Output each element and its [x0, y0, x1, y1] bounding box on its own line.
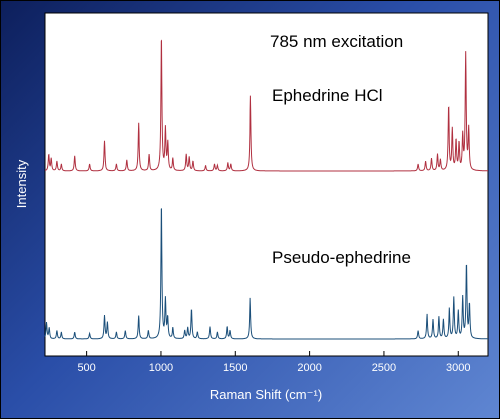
x-tick-label: 1500 [223, 362, 247, 374]
x-tick-label: 1000 [149, 362, 173, 374]
plot-area [44, 12, 489, 357]
x-tick-label: 2000 [297, 362, 321, 374]
x-axis-title: Raman Shift (cm⁻¹) [210, 387, 322, 402]
y-axis-title: Intensity [14, 159, 29, 208]
annotation-pseudoephedrine: Pseudo-ephedrine [272, 248, 411, 267]
x-tick-label: 500 [77, 362, 95, 374]
spectra-group [44, 39, 488, 340]
annotation-ephedrine: Ephedrine HCl [272, 86, 383, 105]
x-tick-label: 2500 [372, 362, 396, 374]
annotation-excitation: 785 nm excitation [270, 32, 403, 51]
spectrum-pseudoephedrine [44, 208, 488, 340]
spectrum-ephedrine-hcl [44, 39, 488, 172]
x-tick-label: 3000 [446, 362, 470, 374]
x-ticks: 500 1000 1500 2000 2500 3000 [77, 351, 471, 374]
